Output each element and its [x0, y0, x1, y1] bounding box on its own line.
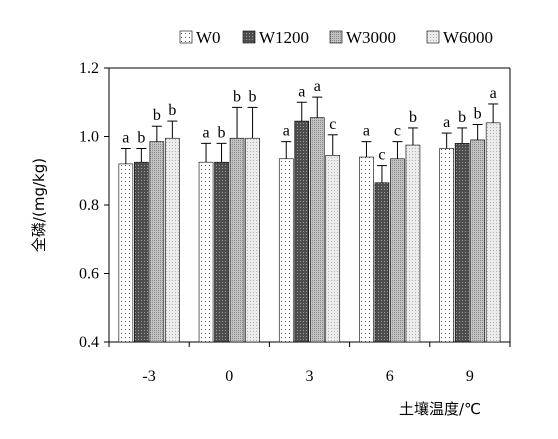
bars [118, 117, 501, 343]
x-tick-label: 6 [386, 368, 394, 385]
bar-w1200-6 [374, 182, 390, 343]
bar-w6000-6 [405, 144, 421, 343]
significance-label: c [394, 123, 401, 140]
bar-w3000-6 [390, 158, 405, 343]
y-axis-title: 全磷/(mg/kg) [30, 158, 48, 252]
error-bars [120, 96, 499, 183]
bar-w6000--3 [165, 137, 180, 343]
significance-label: a [122, 129, 129, 146]
x-ticks: -3 0 3 6 9 [108, 342, 511, 385]
y-tick-label: 1.0 [79, 129, 99, 146]
y-tick-label: 0.4 [79, 334, 99, 351]
significance-label: c [378, 147, 385, 164]
bar-w1200-9 [454, 143, 470, 343]
legend-swatch-w1200 [242, 30, 256, 44]
legend-label-w0: W0 [196, 28, 221, 47]
legend-swatch-w0 [179, 30, 193, 44]
y-tick-label: 0.6 [79, 266, 99, 283]
bar-w1200-3 [294, 120, 310, 343]
legend: W0 W1200 W3000 W6000 [179, 28, 493, 47]
bar-w1200-0 [214, 161, 229, 343]
significance-label: b [137, 129, 145, 146]
y-tick-label: 1.2 [79, 60, 99, 77]
legend-swatch-w6000 [426, 30, 440, 44]
significance-label: a [314, 78, 321, 95]
x-tick-label: 3 [306, 368, 314, 385]
significance-label: b [409, 109, 417, 126]
significance-label: b [474, 106, 482, 123]
significance-label: a [202, 124, 209, 141]
significance-label: b [153, 107, 161, 124]
significance-label: b [458, 109, 466, 126]
bar-w6000-0 [245, 137, 260, 343]
significance-label: b [168, 102, 176, 119]
bar-w3000-0 [229, 137, 245, 343]
legend-label-w1200: W1200 [259, 28, 309, 47]
bar-w1200--3 [134, 161, 149, 343]
x-tick-label: 0 [225, 368, 233, 385]
bar-w6000-3 [325, 155, 341, 343]
bar-w0-6 [359, 156, 374, 343]
significance-label: a [363, 123, 370, 140]
bar-w6000-9 [485, 122, 501, 343]
x-tick-label: 9 [466, 368, 474, 385]
significance-label: a [283, 123, 290, 140]
bar-w0-0 [198, 161, 214, 343]
y-tick-label: 0.8 [79, 197, 99, 214]
significance-label: a [490, 85, 497, 102]
significance-label: a [443, 114, 450, 131]
bar-w3000--3 [149, 141, 165, 343]
significance-label: b [218, 124, 226, 141]
bar-w3000-3 [309, 117, 325, 343]
bar-w0-9 [439, 148, 454, 343]
x-axis-title: 土壤温度/℃ [399, 400, 481, 418]
significance-label: b [233, 88, 241, 105]
bar-w0--3 [118, 163, 134, 343]
y-ticks: 0.4 0.6 0.8 1.0 1.2 [79, 60, 109, 351]
legend-label-w6000: W6000 [443, 28, 493, 47]
legend-swatch-w3000 [329, 30, 343, 44]
significance-label: a [298, 83, 305, 100]
bar-w3000-9 [470, 139, 485, 343]
significance-label: b [249, 88, 257, 105]
x-tick-label: -3 [142, 368, 155, 385]
legend-label-w3000: W3000 [346, 28, 396, 47]
significance-label: c [329, 116, 336, 133]
bar-w0-3 [278, 158, 294, 343]
